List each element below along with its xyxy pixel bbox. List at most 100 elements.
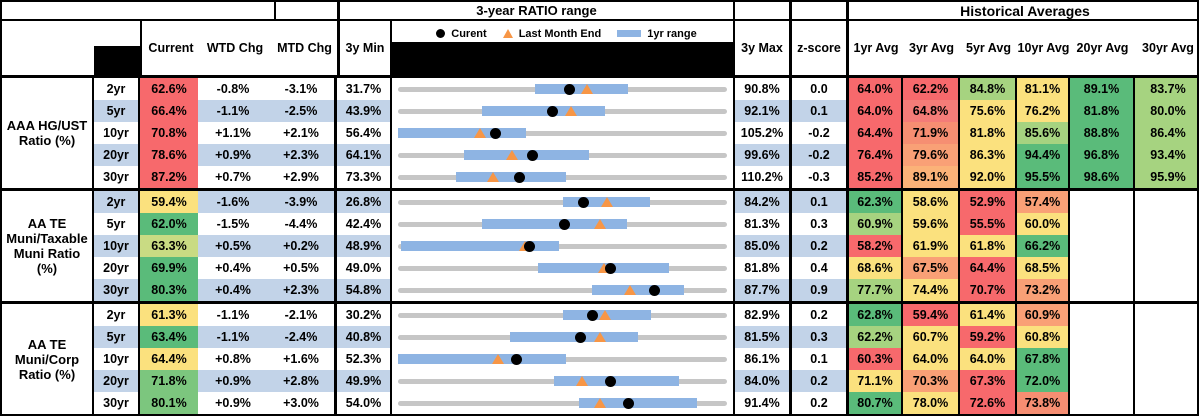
- 3y-min-cell: 54.8%: [337, 279, 392, 301]
- hist-avg-cell: 68.6%: [849, 257, 903, 279]
- maturity-label: 5yr: [94, 213, 140, 235]
- hist-avg-cell: 95.9%: [1135, 166, 1197, 188]
- col-header-3y-max: 3y Max: [735, 21, 792, 75]
- hist-avg-cell: 86.4%: [1135, 122, 1197, 144]
- 3y-max-cell: 81.5%: [735, 326, 792, 348]
- hist-avg-cell: 64.0%: [903, 348, 960, 370]
- hist-avg-cell: 62.8%: [849, 304, 903, 326]
- current-cell: 64.4%: [140, 348, 198, 370]
- value-columns-header: Current WTD Chg MTD Chg: [140, 21, 339, 75]
- mtd-chg-cell: +2.8%: [268, 370, 337, 392]
- hist-avg-cell-empty: [1070, 191, 1135, 213]
- hist-avg-cell: 57.4%: [1017, 191, 1070, 213]
- hist-avg-cell: 58.6%: [903, 191, 960, 213]
- table-body: AAA HG/UST Ratio (%) 2yr 62.6% -0.8% -3.1% 31.…: [2, 78, 1197, 414]
- 3y-max-cell: 87.7%: [735, 279, 792, 301]
- current-cell: 69.9%: [140, 257, 198, 279]
- hist-avg-cell: 59.6%: [903, 213, 960, 235]
- z-score-cell: 0.9: [792, 279, 849, 301]
- wtd-chg-cell: +0.4%: [198, 279, 268, 301]
- current-cell: 80.1%: [140, 392, 198, 414]
- last-month-end-marker: [505, 150, 518, 160]
- hist-avg-cell: 64.4%: [849, 122, 903, 144]
- 3y-min-cell: 64.1%: [337, 144, 392, 166]
- current-cell: 59.4%: [140, 191, 198, 213]
- wtd-chg-cell: +0.7%: [198, 166, 268, 188]
- hist-avg-cell: 60.7%: [903, 326, 960, 348]
- range-bar-icon: [617, 30, 642, 37]
- hist-avg-cell: 81.8%: [960, 122, 1017, 144]
- mtd-chg-cell: +3.0%: [268, 392, 337, 414]
- group-section: AAA HG/UST Ratio (%) 2yr 62.6% -0.8% -3.1% 31.…: [2, 78, 1197, 188]
- last-month-end-marker: [600, 197, 613, 207]
- col-header-1yr-avg: 1yr Avg: [849, 21, 903, 75]
- 3y-max-cell: 81.3%: [735, 213, 792, 235]
- z-score-cell: 0.2: [792, 392, 849, 414]
- maturity-label: 2yr: [94, 78, 140, 100]
- 3y-min-cell: 43.9%: [337, 100, 392, 122]
- 3y-max-cell: 105.2%: [735, 122, 792, 144]
- col-header-20yr-avg: 20yr Avg: [1070, 21, 1135, 75]
- hist-avg-cell: 62.2%: [849, 326, 903, 348]
- hist-avg-cell: 76.2%: [1017, 100, 1070, 122]
- current-cell: 62.6%: [140, 78, 198, 100]
- hist-avg-cell: 67.8%: [1017, 348, 1070, 370]
- hist-avg-cell: 59.4%: [903, 304, 960, 326]
- legend-last-month-label: Last Month End: [518, 27, 602, 40]
- hist-avg-cell-empty: [1135, 279, 1197, 301]
- current-marker: [489, 127, 501, 139]
- hist-avg-cell: 60.3%: [849, 348, 903, 370]
- hist-avg-cell: 71.9%: [903, 122, 960, 144]
- hist-avg-cell: 67.3%: [960, 370, 1017, 392]
- hist-avg-cell-empty: [1070, 392, 1135, 414]
- z-score-cell: 0.3: [792, 326, 849, 348]
- hist-avg-cell: 84.8%: [960, 78, 1017, 100]
- current-marker: [649, 284, 661, 296]
- range-chart: [392, 326, 735, 348]
- last-month-end-marker: [594, 219, 607, 229]
- current-cell: 80.3%: [140, 279, 198, 301]
- mtd-chg-cell: +1.6%: [268, 348, 337, 370]
- col-header-wtd-chg: WTD Chg: [200, 21, 270, 75]
- hist-section-title: Historical Averages: [849, 2, 1197, 21]
- mtd-chg-cell: +2.3%: [268, 144, 337, 166]
- z-score-cell: 0.2: [792, 235, 849, 257]
- hist-avg-cell: 89.1%: [1070, 78, 1135, 100]
- hist-avg-cell-empty: [1070, 257, 1135, 279]
- col-header-z-score: z-score: [792, 21, 849, 75]
- one-year-range-bar: [401, 241, 560, 251]
- hist-avg-cell: 73.8%: [1017, 392, 1070, 414]
- z-score-cell: -0.3: [792, 166, 849, 188]
- one-year-range-bar: [398, 354, 566, 364]
- maturity-label: 20yr: [94, 144, 140, 166]
- hist-avg-cell: 64.4%: [960, 257, 1017, 279]
- wtd-chg-cell: +1.1%: [198, 122, 268, 144]
- wtd-chg-cell: +0.9%: [198, 370, 268, 392]
- group-label: AA TE Muni/Corp Ratio (%): [2, 304, 94, 414]
- 3y-min-cell: 56.4%: [337, 122, 392, 144]
- hist-avg-cell-empty: [1070, 213, 1135, 235]
- z-score-cell: 0.1: [792, 191, 849, 213]
- z-score-cell: 0.3: [792, 213, 849, 235]
- z-score-cell: 0.2: [792, 370, 849, 392]
- last-month-end-marker: [594, 332, 607, 342]
- wtd-chg-cell: -1.5%: [198, 213, 268, 235]
- hist-avg-cell: 60.9%: [849, 213, 903, 235]
- hist-avg-cell-empty: [1070, 235, 1135, 257]
- range-chart: [392, 235, 735, 257]
- wtd-chg-cell: +0.4%: [198, 257, 268, 279]
- 3y-min-cell: 54.0%: [337, 392, 392, 414]
- chart-legend: Curent Last Month End 1yr range: [392, 21, 735, 75]
- header-empty-left: [2, 2, 337, 21]
- last-month-end-marker: [487, 172, 500, 182]
- 3y-max-cell: 82.9%: [735, 304, 792, 326]
- current-marker: [586, 309, 598, 321]
- z-score-cell: 0.2: [792, 304, 849, 326]
- z-score-cell: 0.4: [792, 257, 849, 279]
- group-section: AA TE Muni/Corp Ratio (%) 2yr 61.3% -1.1% -2.1…: [2, 301, 1197, 414]
- 3y-min-cell: 73.3%: [337, 166, 392, 188]
- mtd-chg-cell: -2.5%: [268, 100, 337, 122]
- range-chart: [392, 392, 735, 414]
- last-month-end-marker: [492, 354, 505, 364]
- 3y-min-cell: 48.9%: [337, 235, 392, 257]
